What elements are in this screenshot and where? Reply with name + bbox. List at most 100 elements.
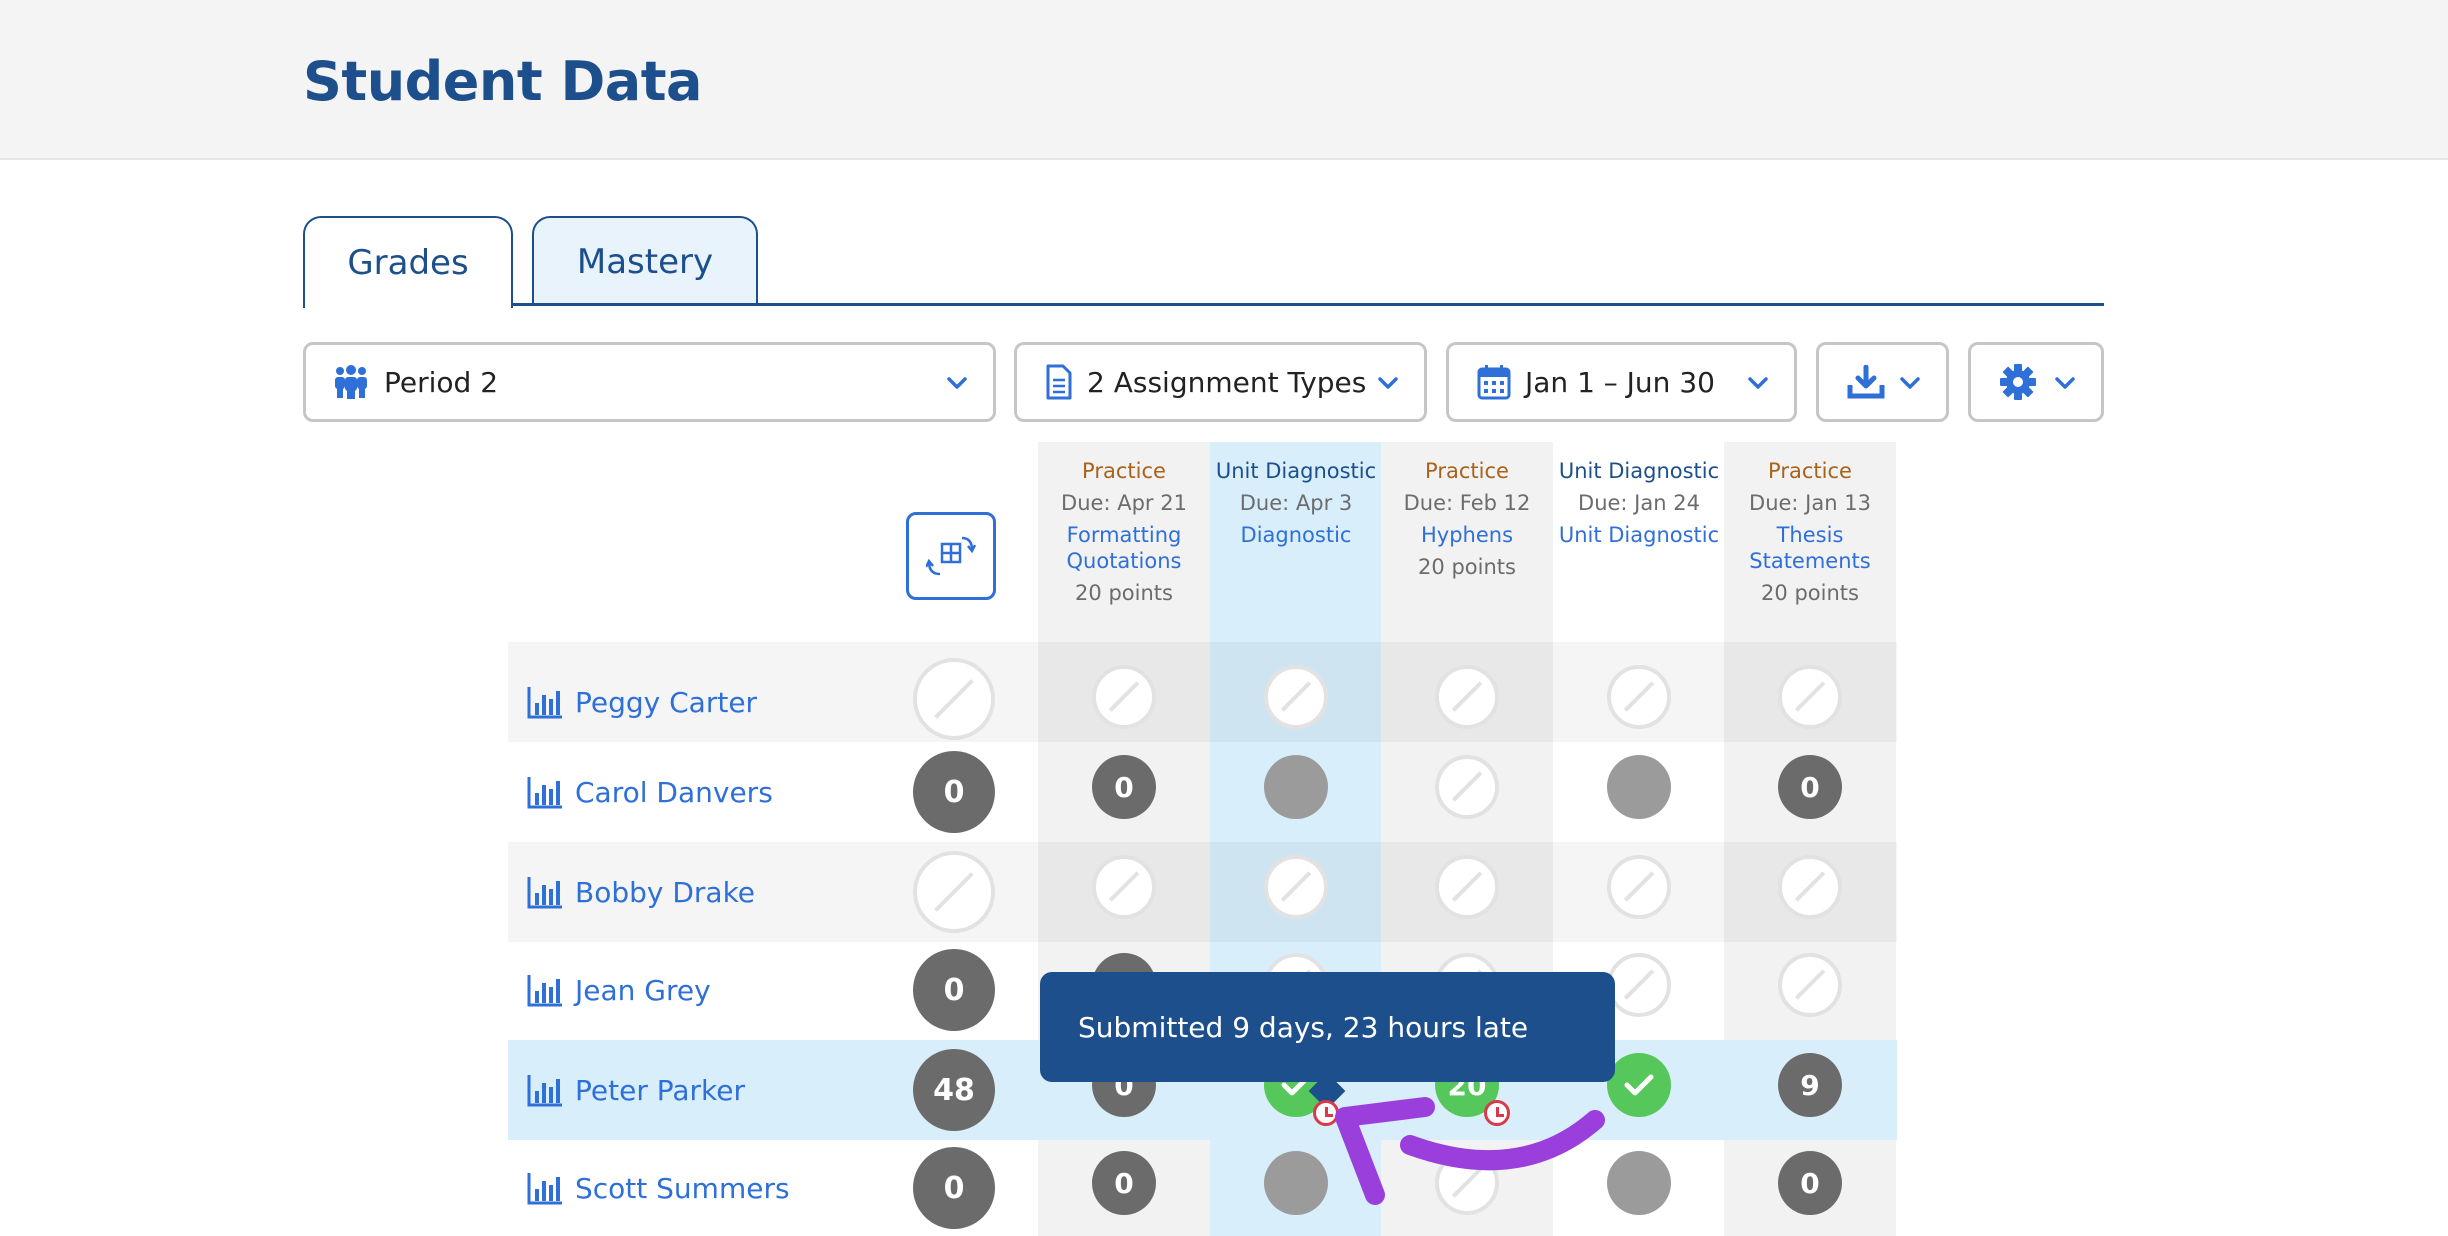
total-score[interactable]: 48 [913, 1049, 995, 1131]
assignment-types-dropdown[interactable]: 2 Assignment Types [1014, 342, 1427, 422]
points: 20 points [1075, 581, 1173, 605]
score-cell[interactable] [1607, 755, 1671, 819]
score-cell[interactable] [1607, 665, 1671, 729]
assignment-types-label: 2 Assignment Types [1087, 365, 1367, 399]
student-name: Peggy Carter [575, 685, 758, 719]
score-cell[interactable] [1264, 855, 1328, 919]
bar-chart-icon [527, 687, 562, 719]
score-cell[interactable] [1264, 755, 1328, 819]
chevron-down-icon [2055, 377, 2075, 389]
student-name-link[interactable]: Peter Parker [527, 1068, 745, 1112]
total-score[interactable]: 0 [913, 1147, 995, 1229]
due-date: Due: Jan 24 [1578, 491, 1700, 515]
score-cell[interactable] [1092, 665, 1156, 729]
tab-grades[interactable]: Grades [303, 216, 513, 308]
points: 20 points [1761, 581, 1859, 605]
chevron-down-icon [1900, 377, 1920, 389]
student-name: Bobby Drake [575, 875, 756, 909]
score-cell[interactable] [1778, 665, 1842, 729]
assignment-type: Unit Diagnostic [1215, 459, 1377, 483]
score-cell[interactable]: 0 [1778, 755, 1842, 819]
assignment-link[interactable]: Thesis Statements [1749, 523, 1871, 573]
score-cell[interactable] [1607, 1151, 1671, 1215]
score-cell[interactable] [1264, 1151, 1328, 1215]
download-icon [1847, 365, 1885, 399]
document-icon [1046, 364, 1072, 400]
score-cell[interactable] [1778, 855, 1842, 919]
date-range-dropdown[interactable]: Jan 1 – Jun 30 [1446, 342, 1797, 422]
assignment-type: Practice [1082, 459, 1166, 483]
calendar-icon [1477, 365, 1511, 400]
column-header[interactable]: Practice Due: Jan 13 Thesis Statements 20 p… [1724, 458, 1896, 606]
assignment-link[interactable]: Unit Diagnostic [1558, 523, 1720, 547]
page-title: Student Data [303, 50, 703, 113]
bar-chart-icon [527, 877, 562, 909]
due-date: Due: Feb 12 [1403, 491, 1531, 515]
assignment-link[interactable]: Hyphens [1420, 523, 1514, 547]
student-name: Carol Danvers [575, 775, 773, 809]
bar-chart-icon [527, 975, 562, 1007]
due-date: Due: Apr 3 [1239, 491, 1353, 515]
score-cell[interactable]: 0 [1092, 1151, 1156, 1215]
gear-icon [2000, 364, 2036, 400]
clock-icon [1484, 1100, 1510, 1126]
annotation-arrow [1335, 1097, 1605, 1205]
score-cell[interactable] [1778, 953, 1842, 1017]
student-name-link[interactable]: Bobby Drake [527, 870, 755, 914]
student-name: Jean Grey [575, 973, 711, 1007]
settings-dropdown[interactable] [1968, 342, 2104, 422]
total-score[interactable] [913, 658, 995, 740]
bar-chart-icon [527, 1075, 562, 1107]
chevron-down-icon [1748, 377, 1768, 389]
assignment-link[interactable]: Formatting Quotations [1066, 523, 1182, 573]
swap-grid-icon [926, 536, 976, 576]
assignment-type: Unit Diagnostic [1558, 459, 1720, 483]
due-date: Due: Apr 21 [1061, 491, 1187, 515]
chevron-down-icon [947, 377, 967, 389]
bar-chart-icon [527, 777, 562, 809]
date-range-label: Jan 1 – Jun 30 [1525, 365, 1715, 399]
late-tooltip: Submitted 9 days, 23 hours late [1040, 972, 1615, 1082]
student-name: Peter Parker [575, 1073, 745, 1107]
total-score[interactable]: 0 [913, 751, 995, 833]
assignment-type: Practice [1768, 459, 1852, 483]
score-cell[interactable] [1435, 755, 1499, 819]
column-header[interactable]: Practice Due: Apr 21 Formatting Quotations… [1038, 458, 1210, 606]
score-cell[interactable]: 9 [1778, 1053, 1842, 1117]
points: 20 points [1418, 555, 1516, 579]
bar-chart-icon [527, 1173, 562, 1205]
score-cell[interactable]: 0 [1092, 755, 1156, 819]
student-name-link[interactable]: Peggy Carter [527, 680, 757, 724]
score-cell[interactable] [1435, 665, 1499, 729]
score-cell[interactable] [1435, 855, 1499, 919]
total-score[interactable] [913, 851, 995, 933]
tab-underline [303, 303, 2104, 306]
total-score[interactable]: 0 [913, 949, 995, 1031]
student-name: Scott Summers [575, 1171, 790, 1205]
period-label: Period 2 [384, 365, 499, 399]
column-header[interactable]: Unit Diagnostic Due: Jan 24 Unit Diagnosti… [1553, 458, 1725, 548]
column-header[interactable]: Practice Due: Feb 12 Hyphens 20 points [1381, 458, 1553, 580]
check-icon [1281, 1074, 1311, 1096]
assignment-type: Practice [1425, 459, 1509, 483]
column-header[interactable]: Unit Diagnostic Due: Apr 3 Diagnostic [1210, 458, 1382, 548]
score-cell[interactable] [1092, 855, 1156, 919]
score-cell[interactable] [1264, 665, 1328, 729]
header-bar [0, 0, 2448, 160]
check-icon [1624, 1074, 1654, 1096]
student-name-link[interactable]: Scott Summers [527, 1166, 790, 1210]
score-cell[interactable] [1607, 1053, 1671, 1117]
toggle-view-button[interactable] [906, 512, 996, 600]
score-cell[interactable] [1607, 855, 1671, 919]
people-icon [335, 365, 367, 399]
due-date: Due: Jan 13 [1749, 491, 1871, 515]
tab-mastery[interactable]: Mastery [532, 216, 758, 306]
student-name-link[interactable]: Jean Grey [527, 968, 711, 1012]
assignment-link[interactable]: Diagnostic [1240, 523, 1352, 547]
download-dropdown[interactable] [1816, 342, 1949, 422]
student-name-link[interactable]: Carol Danvers [527, 770, 773, 814]
score-cell[interactable] [1607, 953, 1671, 1017]
chevron-down-icon [1378, 377, 1398, 389]
score-cell[interactable]: 0 [1778, 1151, 1842, 1215]
period-dropdown[interactable]: Period 2 [303, 342, 996, 422]
